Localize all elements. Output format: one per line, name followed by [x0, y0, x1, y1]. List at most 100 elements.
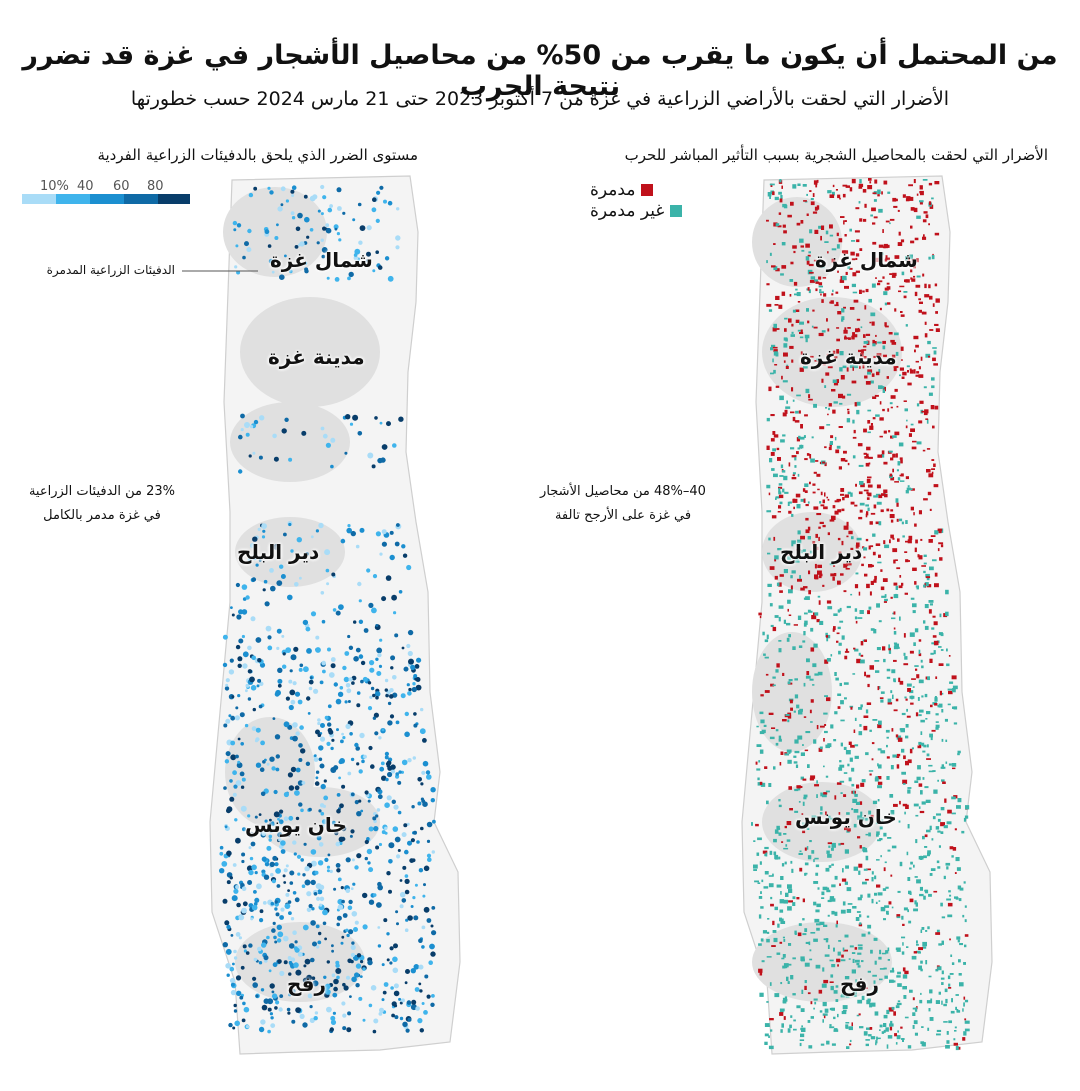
destroyed-patch [907, 539, 912, 544]
destroyed-patch [932, 615, 936, 618]
not-destroyed-patch [797, 473, 800, 477]
not-destroyed-patch [925, 353, 931, 358]
destroyed-patch [850, 251, 855, 256]
left-note-line2: في غزة مدمر بالكامل [43, 508, 161, 523]
destroyed-patch [858, 491, 863, 495]
greenhouse-dot [290, 699, 296, 705]
destroyed-patch [823, 979, 829, 984]
not-destroyed-patch [813, 859, 815, 863]
greenhouse-dot [279, 915, 284, 920]
not-destroyed-patch [913, 803, 919, 807]
destroyed-patch [809, 454, 812, 459]
destroyed-patch [851, 335, 855, 340]
greenhouse-dot [360, 809, 364, 813]
destroyed-patch [889, 514, 895, 519]
greenhouse-dot [287, 827, 293, 833]
not-destroyed-patch [773, 838, 777, 843]
not-destroyed-patch [853, 866, 858, 871]
not-destroyed-patch [868, 1034, 872, 1037]
greenhouse-dot [417, 801, 422, 806]
destroyed-patch [939, 557, 943, 561]
not-destroyed-patch [852, 798, 858, 803]
greenhouse-dot [315, 776, 319, 780]
destroyed-patch [883, 601, 887, 603]
greenhouse-dot [231, 613, 235, 617]
greenhouse-dot [353, 656, 359, 662]
greenhouse-dot [242, 651, 249, 658]
not-destroyed-patch [845, 994, 850, 998]
greenhouse-dot [303, 842, 307, 846]
not-destroyed-patch [902, 986, 907, 990]
destroyed-patch [831, 389, 836, 392]
left-note: 23% من الدفيئات الزراعية في غزة مدمر بال… [7, 480, 197, 528]
greenhouse-dot [248, 831, 255, 838]
greenhouse-dot [407, 691, 412, 696]
destroyed-patch [924, 834, 928, 838]
not-destroyed-patch [853, 365, 858, 369]
greenhouse-dot [271, 822, 275, 826]
destroyed-patch [901, 582, 904, 586]
not-destroyed-patch [854, 616, 858, 620]
greenhouse-dot [242, 944, 247, 949]
destroyed-patch [786, 821, 792, 826]
destroyed-patch [925, 576, 931, 579]
greenhouse-dot [274, 1006, 278, 1010]
greenhouse-dot [372, 693, 376, 698]
destroyed-patch [929, 658, 933, 663]
greenhouse-dot [316, 835, 322, 841]
destroyed-patch [925, 214, 929, 219]
not-destroyed-patch [951, 812, 956, 815]
destroyed-patch [781, 375, 783, 380]
destroyed-patch [840, 842, 845, 845]
not-destroyed-patch [767, 931, 770, 934]
destroyed-patch [856, 784, 860, 789]
not-destroyed-patch [927, 744, 929, 748]
not-destroyed-patch [789, 1024, 792, 1029]
not-destroyed-patch [778, 616, 781, 622]
not-destroyed-patch [828, 845, 831, 848]
destroyed-patch [890, 596, 893, 599]
not-destroyed-patch [867, 431, 871, 434]
destroyed-patch [783, 360, 786, 363]
not-destroyed-patch [887, 698, 892, 703]
destroyed-patch [770, 438, 775, 442]
greenhouse-dot [359, 732, 365, 739]
not-destroyed-patch [778, 648, 782, 653]
destroyed-patch [816, 619, 820, 623]
greenhouse-dot [352, 882, 356, 886]
not-destroyed-patch [931, 642, 936, 645]
not-destroyed-patch [895, 1005, 900, 1009]
destroyed-patch [844, 827, 848, 831]
destroyed-patch [868, 462, 871, 465]
greenhouse-dot [413, 723, 418, 728]
not-destroyed-patch [863, 1031, 868, 1036]
destroyed-patch [882, 408, 885, 412]
not-destroyed-patch [876, 501, 882, 505]
destroyed-patch [832, 576, 835, 581]
destroyed-patch [841, 508, 845, 512]
greenhouse-dot [292, 930, 297, 935]
not-destroyed-patch [751, 822, 753, 826]
not-destroyed-patch [870, 312, 876, 317]
not-destroyed-patch [907, 789, 911, 794]
not-destroyed-patch [768, 1035, 770, 1038]
greenhouse-dot [288, 911, 292, 915]
destroyed-patch [888, 430, 891, 433]
destroyed-patch [827, 498, 830, 501]
not-destroyed-patch [757, 837, 762, 841]
destroyed-patch [923, 234, 925, 237]
not-destroyed-patch [846, 605, 851, 609]
greenhouse-dot [414, 883, 418, 887]
destroyed-patch [792, 245, 797, 249]
not-destroyed-patch [851, 767, 855, 772]
not-destroyed-patch [876, 647, 881, 651]
not-destroyed-patch [923, 620, 926, 624]
not-destroyed-patch [872, 343, 876, 347]
greenhouse-dot [390, 655, 396, 661]
destroyed-patch [844, 494, 849, 498]
destroyed-patch [893, 659, 897, 662]
destroyed-patch [932, 635, 937, 638]
not-destroyed-patch [954, 896, 958, 899]
destroyed-patch [882, 276, 885, 279]
greenhouse-dot [275, 767, 280, 772]
